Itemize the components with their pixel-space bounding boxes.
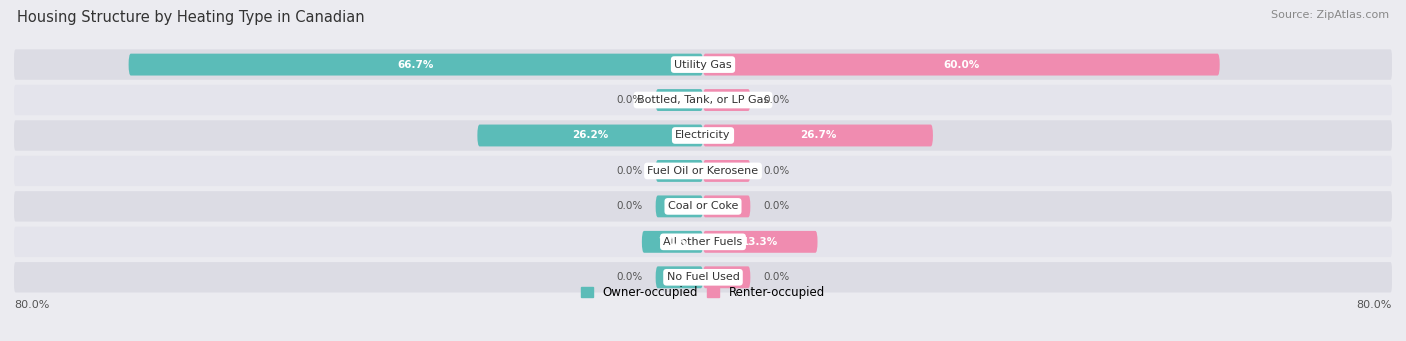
FancyBboxPatch shape [14,227,1392,257]
Text: 0.0%: 0.0% [763,272,790,282]
FancyBboxPatch shape [655,266,703,288]
Text: 0.0%: 0.0% [616,95,643,105]
Text: 26.7%: 26.7% [800,131,837,140]
FancyBboxPatch shape [655,195,703,217]
FancyBboxPatch shape [478,124,703,146]
Text: Source: ZipAtlas.com: Source: ZipAtlas.com [1271,10,1389,20]
FancyBboxPatch shape [703,266,751,288]
Text: Housing Structure by Heating Type in Canadian: Housing Structure by Heating Type in Can… [17,10,364,25]
Text: 0.0%: 0.0% [763,166,790,176]
Text: 0.0%: 0.0% [616,272,643,282]
FancyBboxPatch shape [14,191,1392,222]
Text: Coal or Coke: Coal or Coke [668,202,738,211]
FancyBboxPatch shape [128,54,703,75]
FancyBboxPatch shape [703,231,817,253]
Text: No Fuel Used: No Fuel Used [666,272,740,282]
Text: Electricity: Electricity [675,131,731,140]
Text: 0.0%: 0.0% [616,166,643,176]
FancyBboxPatch shape [14,85,1392,115]
FancyBboxPatch shape [703,124,934,146]
FancyBboxPatch shape [703,195,751,217]
FancyBboxPatch shape [703,160,751,182]
Text: All other Fuels: All other Fuels [664,237,742,247]
Text: 0.0%: 0.0% [616,202,643,211]
FancyBboxPatch shape [14,262,1392,293]
Legend: Owner-occupied, Renter-occupied: Owner-occupied, Renter-occupied [581,286,825,299]
Text: 60.0%: 60.0% [943,60,980,70]
Text: Bottled, Tank, or LP Gas: Bottled, Tank, or LP Gas [637,95,769,105]
Text: 13.3%: 13.3% [742,237,779,247]
FancyBboxPatch shape [655,160,703,182]
Text: 26.2%: 26.2% [572,131,609,140]
Text: 7.1%: 7.1% [658,237,688,247]
FancyBboxPatch shape [655,89,703,111]
FancyBboxPatch shape [14,120,1392,151]
Text: 66.7%: 66.7% [398,60,434,70]
FancyBboxPatch shape [703,89,751,111]
Text: Utility Gas: Utility Gas [675,60,731,70]
FancyBboxPatch shape [14,156,1392,186]
Text: 80.0%: 80.0% [14,300,49,310]
Text: 0.0%: 0.0% [763,95,790,105]
FancyBboxPatch shape [703,54,1219,75]
Text: 0.0%: 0.0% [763,202,790,211]
FancyBboxPatch shape [643,231,703,253]
Text: 80.0%: 80.0% [1357,300,1392,310]
Text: Fuel Oil or Kerosene: Fuel Oil or Kerosene [647,166,759,176]
FancyBboxPatch shape [14,49,1392,80]
